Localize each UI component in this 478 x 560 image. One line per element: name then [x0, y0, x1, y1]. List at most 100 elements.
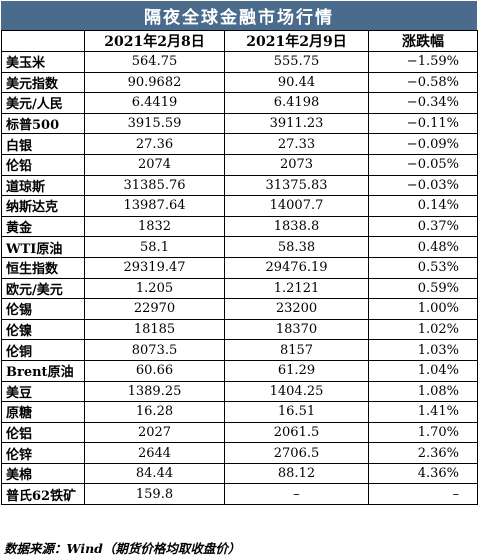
table-row: 纳斯达克 13987.64 14007.7 0.14% [1, 195, 478, 217]
row-value-date-1: 8073.5 [84, 339, 225, 361]
source-note: 数据来源：Wind（期货价格均取收盘价） [4, 541, 241, 556]
row-change: −0.09% [368, 133, 478, 155]
row-value-date-2: 2061.5 [224, 421, 369, 444]
row-value-date-1: 58.1 [84, 236, 225, 258]
row-change: 1.70% [368, 421, 478, 444]
row-value-date-2: 18370 [224, 318, 369, 341]
row-name: 伦铅 [1, 153, 85, 176]
row-change: 0.14% [368, 195, 478, 217]
row-name: 伦铝 [1, 421, 85, 444]
row-change: 0.59% [368, 277, 478, 300]
table-row: 伦锌 2644 2706.5 2.36% [1, 442, 478, 464]
row-value-date-1: 3915.59 [84, 112, 225, 135]
table-row: 普氏62铁矿 159.8– – [1, 483, 478, 506]
table-row: 美玉米 564.75 555.75 −1.59% [1, 51, 478, 73]
row-change: – [368, 483, 478, 506]
header-row: 2021年2月8日 2021年2月9日 涨跌幅 [1, 30, 478, 52]
row-change: −0.58% [368, 71, 478, 94]
row-value-date-1: 159.8 [84, 483, 225, 506]
row-value-date-1: 2074 [84, 153, 225, 176]
table-row: 伦铅 2074 2073 −0.05% [1, 153, 478, 176]
row-name: 美元指数 [1, 71, 85, 94]
row-value-date-1: 16.28 [84, 401, 225, 423]
row-name: 道琼斯 [1, 174, 85, 197]
row-value-date-1: 2644 [84, 442, 225, 464]
row-value-date-1: 27.36 [84, 133, 225, 155]
table-row: 伦铜 8073.5 8157 1.03% [1, 339, 478, 361]
row-value-date-2: 88.12 [224, 462, 369, 485]
row-value-date-2: 14007.7 [224, 195, 369, 217]
row-name: 标普500 [1, 112, 85, 135]
row-value-date-2: 61.29 [224, 359, 369, 382]
row-value-date-2: 8157 [224, 339, 369, 361]
row-value-date-2: 90.44 [224, 71, 369, 94]
row-value-date-2: 1838.8 [224, 215, 369, 238]
row-change: 0.48% [368, 236, 478, 258]
row-value-date-1: 29319.47 [84, 256, 225, 279]
header-date-2: 2021年2月9日 [224, 30, 369, 52]
row-name: 美棉 [1, 462, 85, 485]
row-change: 0.37% [368, 215, 478, 238]
header-name [1, 30, 85, 52]
table-row: 道琼斯 31385.76 31375.83 −0.03% [1, 174, 478, 197]
table-row: 标普500 3915.59 3911.23 −0.11% [1, 112, 478, 135]
row-value-date-1: 13987.64 [84, 195, 225, 217]
row-value-date-2: 27.33 [224, 133, 369, 155]
row-name: 美玉米 [1, 51, 85, 73]
row-change: 1.03% [368, 339, 478, 361]
row-change: 1.00% [368, 298, 478, 320]
row-change: 2.36% [368, 442, 478, 464]
table-row: 伦铝 2027 2061.5 1.70% [1, 421, 478, 444]
row-change: 1.41% [368, 401, 478, 423]
row-name: 黄金 [1, 215, 85, 238]
table-title: 隔夜全球金融市场行情 [1, 1, 477, 30]
row-value-date-1: 90.9682 [84, 71, 225, 94]
table-row: 美元/人民 6.4419 6.4198 −0.34% [1, 92, 478, 114]
row-value-date-2: 31375.83 [224, 174, 369, 197]
table-row: 美元指数 90.9682 90.44 −0.58% [1, 71, 478, 94]
table-row: Brent原油 60.66 61.29 1.04% [1, 359, 478, 382]
row-name: 伦镍 [1, 318, 85, 341]
row-name: 欧元/美元 [1, 277, 85, 300]
row-change: −0.11% [368, 112, 478, 135]
row-name: 白银 [1, 133, 85, 155]
row-value-date-2: 2706.5 [224, 442, 369, 464]
row-value-date-2: 1404.25 [224, 380, 369, 403]
row-value-date-2: 58.38 [224, 236, 369, 258]
row-value-date-1: 31385.76 [84, 174, 225, 197]
row-name: WTI原油 [1, 236, 85, 258]
table-row: 原糖 16.28 16.51 1.41% [1, 401, 478, 423]
header-change: 涨跌幅 [368, 30, 478, 52]
row-name: Brent原油 [1, 359, 85, 382]
row-value-date-1: 6.4419 [84, 92, 225, 114]
header-date-1: 2021年2月8日 [84, 30, 225, 52]
row-value-date-2: – [224, 483, 369, 506]
row-value-date-1: 2027 [84, 421, 225, 444]
row-value-date-2: 6.4198 [224, 92, 369, 114]
table-body: 美玉米 564.75 555.75 −1.59% 美元指数 90.9682 90.44 −0.… [1, 51, 478, 506]
market-table: 2021年2月8日 2021年2月9日 涨跌幅 美玉米 564.75 555.75−… [1, 30, 478, 506]
row-name: 伦锡 [1, 298, 85, 320]
row-name: 普氏62铁矿 [1, 483, 85, 506]
row-value-date-2: 1.2121 [224, 277, 369, 300]
row-value-date-1: 18185 [84, 318, 225, 341]
row-change: 0.53% [368, 256, 478, 279]
row-change: 1.04% [368, 359, 478, 382]
row-name: 美豆 [1, 380, 85, 403]
row-value-date-2: 16.51 [224, 401, 369, 423]
table-row: 伦镍 18185 18370 1.02% [1, 318, 478, 341]
row-name: 恒生指数 [1, 256, 85, 279]
row-value-date-2: 2073 [224, 153, 369, 176]
row-name: 纳斯达克 [1, 195, 85, 217]
row-value-date-1: 22970 [84, 298, 225, 320]
row-value-date-1: 1.205 [84, 277, 225, 300]
table-row: 恒生指数 29319.47 29476.19 0.53% [1, 256, 478, 279]
row-value-date-1: 1832 [84, 215, 225, 238]
row-change: 1.02% [368, 318, 478, 341]
row-value-date-2: 29476.19 [224, 256, 369, 279]
row-value-date-2: 23200 [224, 298, 369, 320]
row-change: 1.08% [368, 380, 478, 403]
row-name: 伦锌 [1, 442, 85, 464]
table-row: 欧元/美元 1.205 1.2121 0.59% [1, 277, 478, 300]
